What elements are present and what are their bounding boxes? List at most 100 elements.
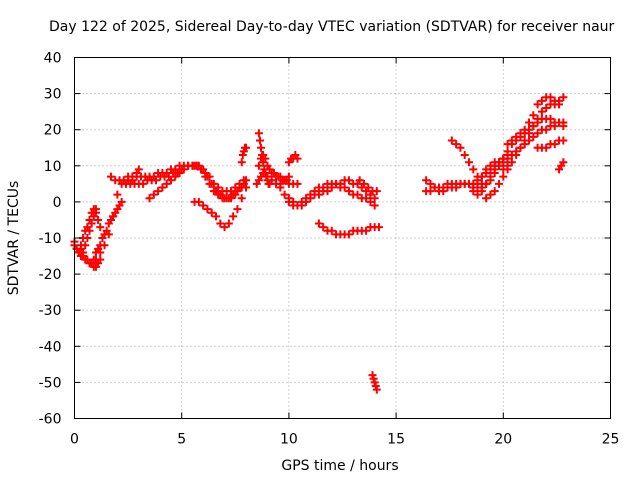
- series-arc-j: [190, 183, 251, 232]
- x-axis-title: GPS time / hours: [281, 458, 398, 474]
- data-point: [242, 143, 251, 152]
- data-point: [374, 223, 383, 232]
- x-tick-labels: 0 5 10 15 20 25: [70, 432, 619, 448]
- data-point: [525, 118, 534, 127]
- data-point: [233, 205, 242, 214]
- data-point: [83, 234, 92, 242]
- data-point: [456, 143, 465, 152]
- x-tick-label: 5: [177, 432, 186, 448]
- data-point: [175, 169, 184, 178]
- series-arc-x: [469, 154, 508, 196]
- grid: [74, 57, 611, 419]
- data-point: [229, 212, 238, 221]
- data-point: [242, 176, 251, 185]
- data-point: [525, 129, 534, 138]
- data-point: [537, 107, 546, 116]
- data-point: [212, 212, 221, 221]
- data-point: [520, 136, 529, 145]
- data-point: [542, 104, 551, 113]
- data-point: [469, 187, 478, 196]
- data-point: [149, 190, 158, 199]
- series-arc-ae: [555, 158, 568, 174]
- y-tick-labels: -60 -50 -40 -30 -20 -10 0 10 20 30 40: [39, 51, 62, 428]
- y-tick-label: 40: [44, 51, 62, 67]
- data-point: [224, 219, 233, 228]
- data-point: [482, 165, 491, 174]
- data-point: [233, 187, 242, 196]
- data-point: [529, 132, 538, 141]
- series-arc-i: [190, 161, 251, 203]
- data-point: [171, 172, 180, 181]
- series-arc-ac: [482, 165, 512, 203]
- data-point: [194, 161, 203, 170]
- data-point: [117, 197, 126, 206]
- data-point: [254, 129, 263, 138]
- data-point: [94, 215, 103, 224]
- data-point: [355, 176, 364, 185]
- series-arc-g: [124, 165, 143, 181]
- series-arc-d: [87, 197, 126, 268]
- data-point: [559, 93, 568, 102]
- series-arc-t: [368, 371, 381, 394]
- data-point: [199, 165, 208, 174]
- data-point: [263, 172, 272, 181]
- data-point: [426, 187, 435, 196]
- y-tick-label: 20: [44, 123, 62, 139]
- data-point: [212, 187, 221, 196]
- data-point: [546, 93, 555, 102]
- data-point: [242, 183, 251, 192]
- data-point: [422, 176, 431, 185]
- data-point: [327, 183, 336, 192]
- x-tick-label: 0: [70, 432, 79, 448]
- data-point: [507, 158, 516, 167]
- data-point: [473, 190, 482, 199]
- data-point: [503, 147, 512, 156]
- data-point: [529, 111, 538, 120]
- data-point: [203, 205, 212, 214]
- data-point: [537, 96, 546, 105]
- data-point: [267, 176, 276, 185]
- y-tick-label: 0: [53, 195, 62, 211]
- data-point: [302, 197, 311, 206]
- data-point: [503, 165, 512, 174]
- data-point: [486, 161, 495, 170]
- data-point: [128, 172, 137, 181]
- data-point: [559, 136, 568, 145]
- series-arc-ad: [533, 136, 568, 152]
- data-point: [280, 176, 289, 185]
- y-tick-label: -60: [39, 412, 62, 428]
- data-point: [327, 226, 336, 235]
- data-point: [87, 219, 96, 228]
- series-arc-s: [314, 219, 383, 239]
- data-point: [364, 183, 373, 192]
- data-point: [499, 172, 508, 181]
- y-tick-label: -40: [39, 339, 62, 355]
- data-point: [166, 176, 175, 185]
- data-point: [542, 143, 551, 152]
- chart-title: Day 122 of 2025, Sidereal Day-to-day VTE…: [49, 19, 615, 35]
- data-point: [430, 183, 439, 192]
- data-point: [100, 241, 109, 250]
- data-point: [293, 179, 302, 188]
- y-tick-label: -20: [39, 267, 62, 283]
- data-point: [207, 208, 216, 217]
- series-arc-o: [284, 150, 302, 167]
- y-tick-label: -10: [39, 231, 62, 247]
- data-point: [499, 154, 508, 163]
- x-tick-label: 10: [280, 432, 298, 448]
- series-arc-ab: [503, 93, 564, 149]
- y-tick-label: -50: [39, 375, 62, 391]
- data-point: [257, 143, 266, 152]
- data-point: [314, 190, 323, 199]
- y-axis-title: SDTVAR / TECUs: [6, 181, 22, 296]
- data-point: [91, 208, 100, 217]
- data-point: [162, 179, 171, 188]
- data-point: [516, 143, 525, 152]
- data-point: [306, 194, 315, 203]
- data-point: [464, 179, 473, 188]
- data-point: [293, 154, 302, 163]
- data-point: [216, 219, 225, 228]
- data-point: [344, 176, 353, 185]
- data-point: [104, 230, 113, 239]
- data-point: [344, 187, 353, 196]
